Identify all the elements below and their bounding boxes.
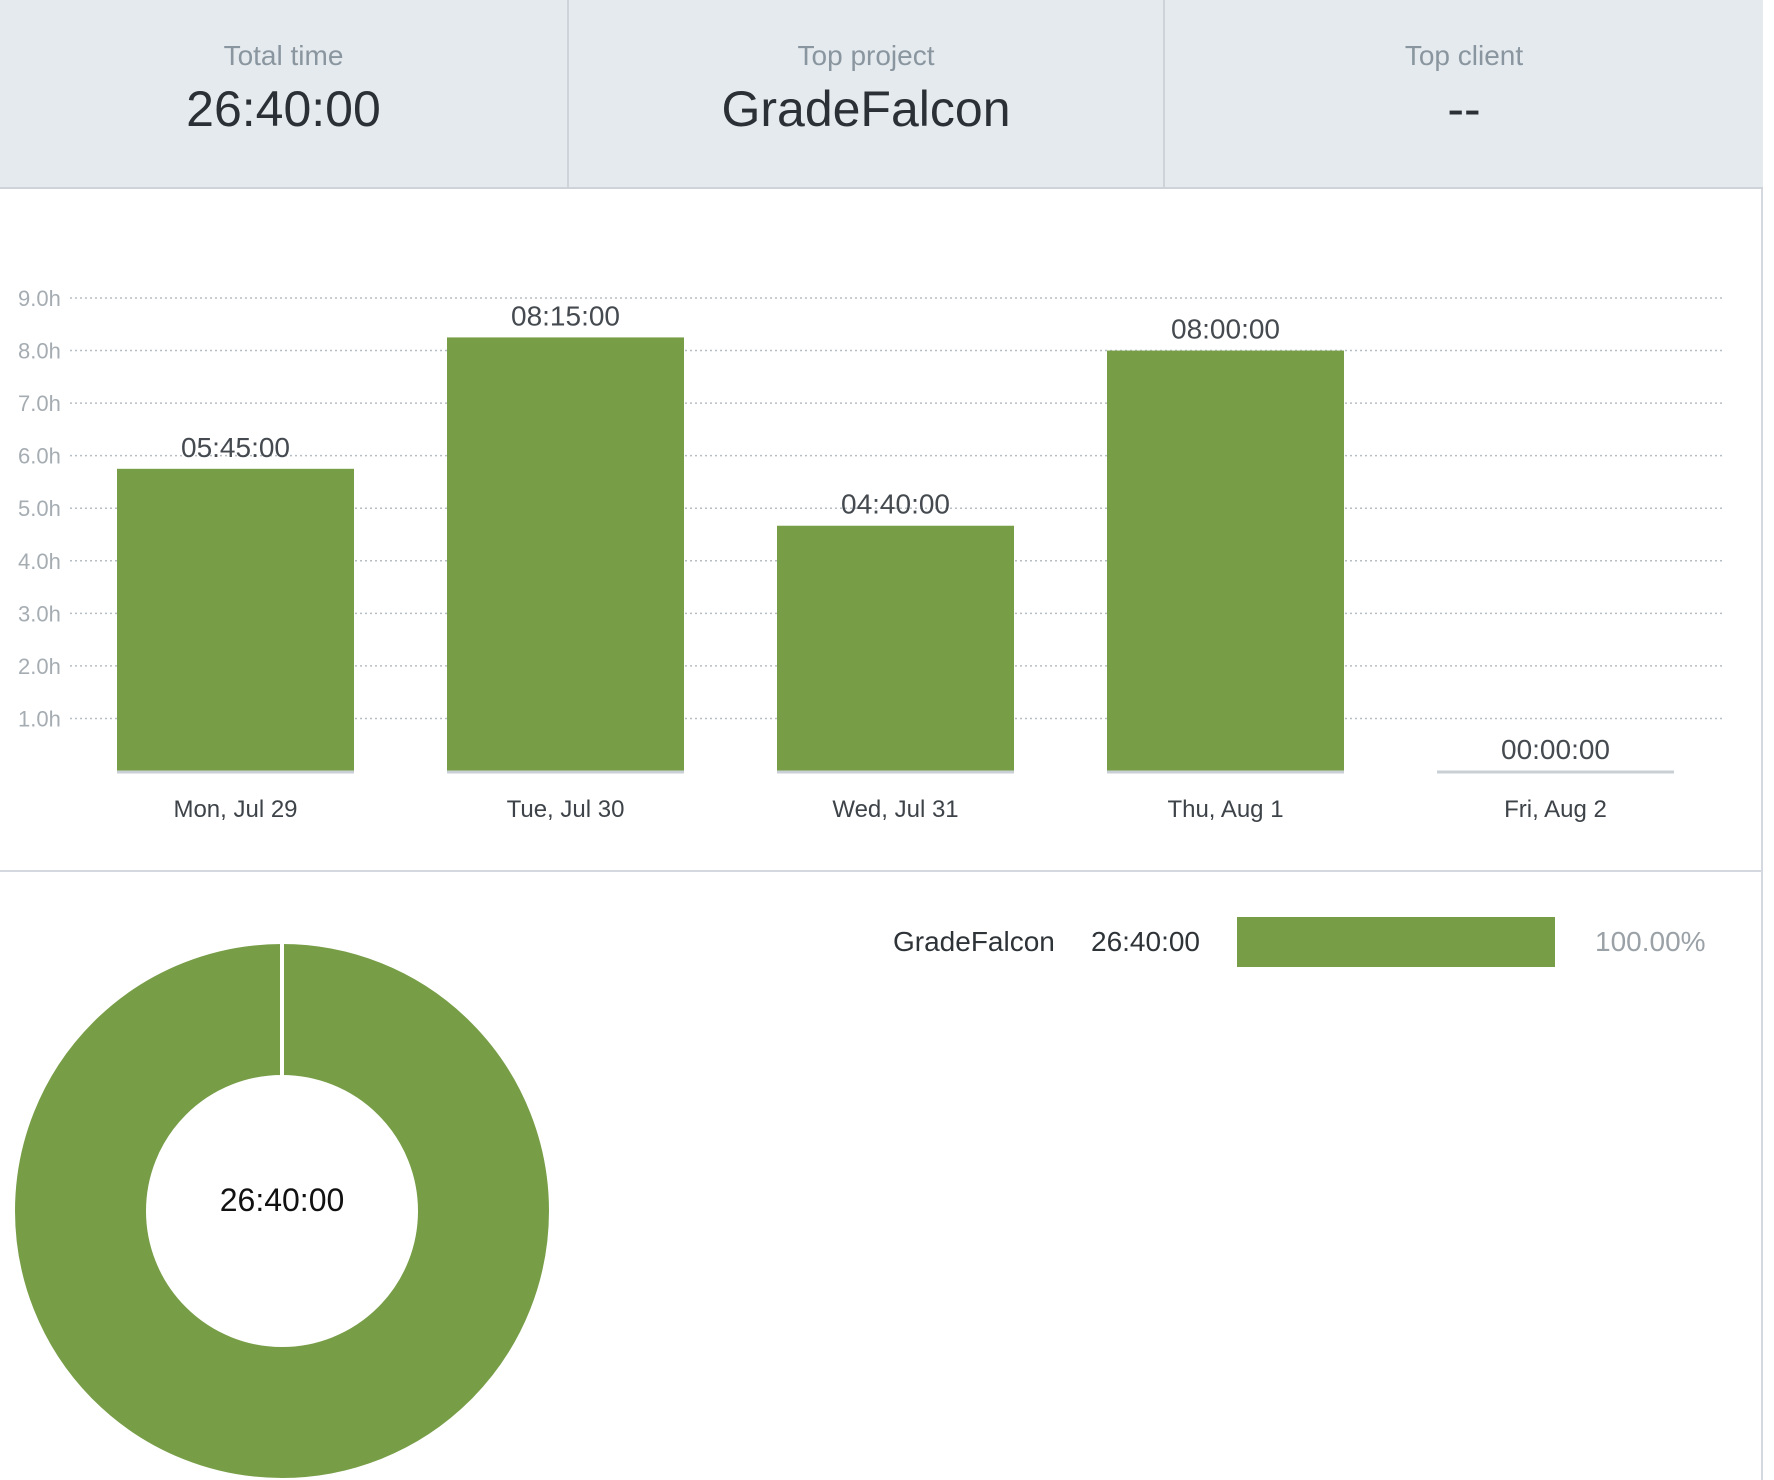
y-tick-label: 7.0h <box>18 391 61 416</box>
total-time-value: 26:40:00 <box>186 81 381 137</box>
bar-chart-svg: 1.0h 2.0h 3.0h 4.0h 5.0h 6.0h 7.0h 8.0h 9.0h 05:4… <box>18 286 1722 823</box>
y-tick-label: 9.0h <box>18 286 61 311</box>
x-category-label: Tue, Jul 30 <box>507 796 625 823</box>
summary-header: Total time 26:40:00 Top project GradeFal… <box>0 0 1763 189</box>
bar[interactable] <box>1107 350 1344 771</box>
y-tick-label: 1.0h <box>18 706 61 731</box>
project-breakdown: 26:40:00 GradeFalcon 26:40:00 100.00% <box>0 872 1763 1480</box>
bar-value-label: 04:40:00 <box>841 489 950 520</box>
total-time-label: Total time <box>223 40 344 71</box>
x-category-label: Fri, Aug 2 <box>1504 796 1607 823</box>
legend-row-gradefalcon[interactable]: GradeFalcon 26:40:00 100.00% <box>893 916 1706 968</box>
legend-project-time: 26:40:00 <box>1091 926 1200 957</box>
x-category-label: Thu, Aug 1 <box>1167 796 1283 823</box>
legend-progress-bar <box>1237 917 1555 967</box>
top-project-label: Top project <box>797 40 935 71</box>
y-tick-label: 6.0h <box>18 444 61 469</box>
bar-value-label: 08:00:00 <box>1171 314 1280 345</box>
donut-chart <box>15 942 549 1478</box>
donut-center-total: 26:40:00 <box>219 1182 345 1218</box>
top-client-card: Top client -- <box>1165 0 1763 187</box>
y-tick-label: 4.0h <box>18 549 61 574</box>
bar[interactable] <box>447 337 684 771</box>
bar[interactable] <box>117 468 354 771</box>
y-tick-label: 3.0h <box>18 601 61 626</box>
top-client-label: Top client <box>1404 40 1524 71</box>
top-project-value: GradeFalcon <box>721 81 1011 137</box>
bar-value-label: 08:15:00 <box>511 300 620 331</box>
top-project-card: Top project GradeFalcon <box>569 0 1165 187</box>
total-time-card: Total time 26:40:00 <box>0 0 569 187</box>
y-tick-label: 8.0h <box>18 339 61 364</box>
top-client-value: -- <box>1447 81 1481 137</box>
legend-progress-fill <box>1237 917 1555 967</box>
x-category-label: Mon, Jul 29 <box>173 796 297 823</box>
y-tick-label: 5.0h <box>18 496 61 521</box>
daily-bar-chart: 1.0h 2.0h 3.0h 4.0h 5.0h 6.0h 7.0h 8.0h 9.0h 05:4… <box>0 189 1763 872</box>
legend-project-percent: 100.00% <box>1595 926 1706 957</box>
bar-value-label: 00:00:00 <box>1501 734 1610 765</box>
legend-project-name[interactable]: GradeFalcon <box>893 926 1055 957</box>
bar[interactable] <box>777 525 1014 771</box>
x-category-label: Wed, Jul 31 <box>832 796 958 823</box>
y-tick-label: 2.0h <box>18 654 61 679</box>
bar-value-label: 05:45:00 <box>181 432 290 463</box>
